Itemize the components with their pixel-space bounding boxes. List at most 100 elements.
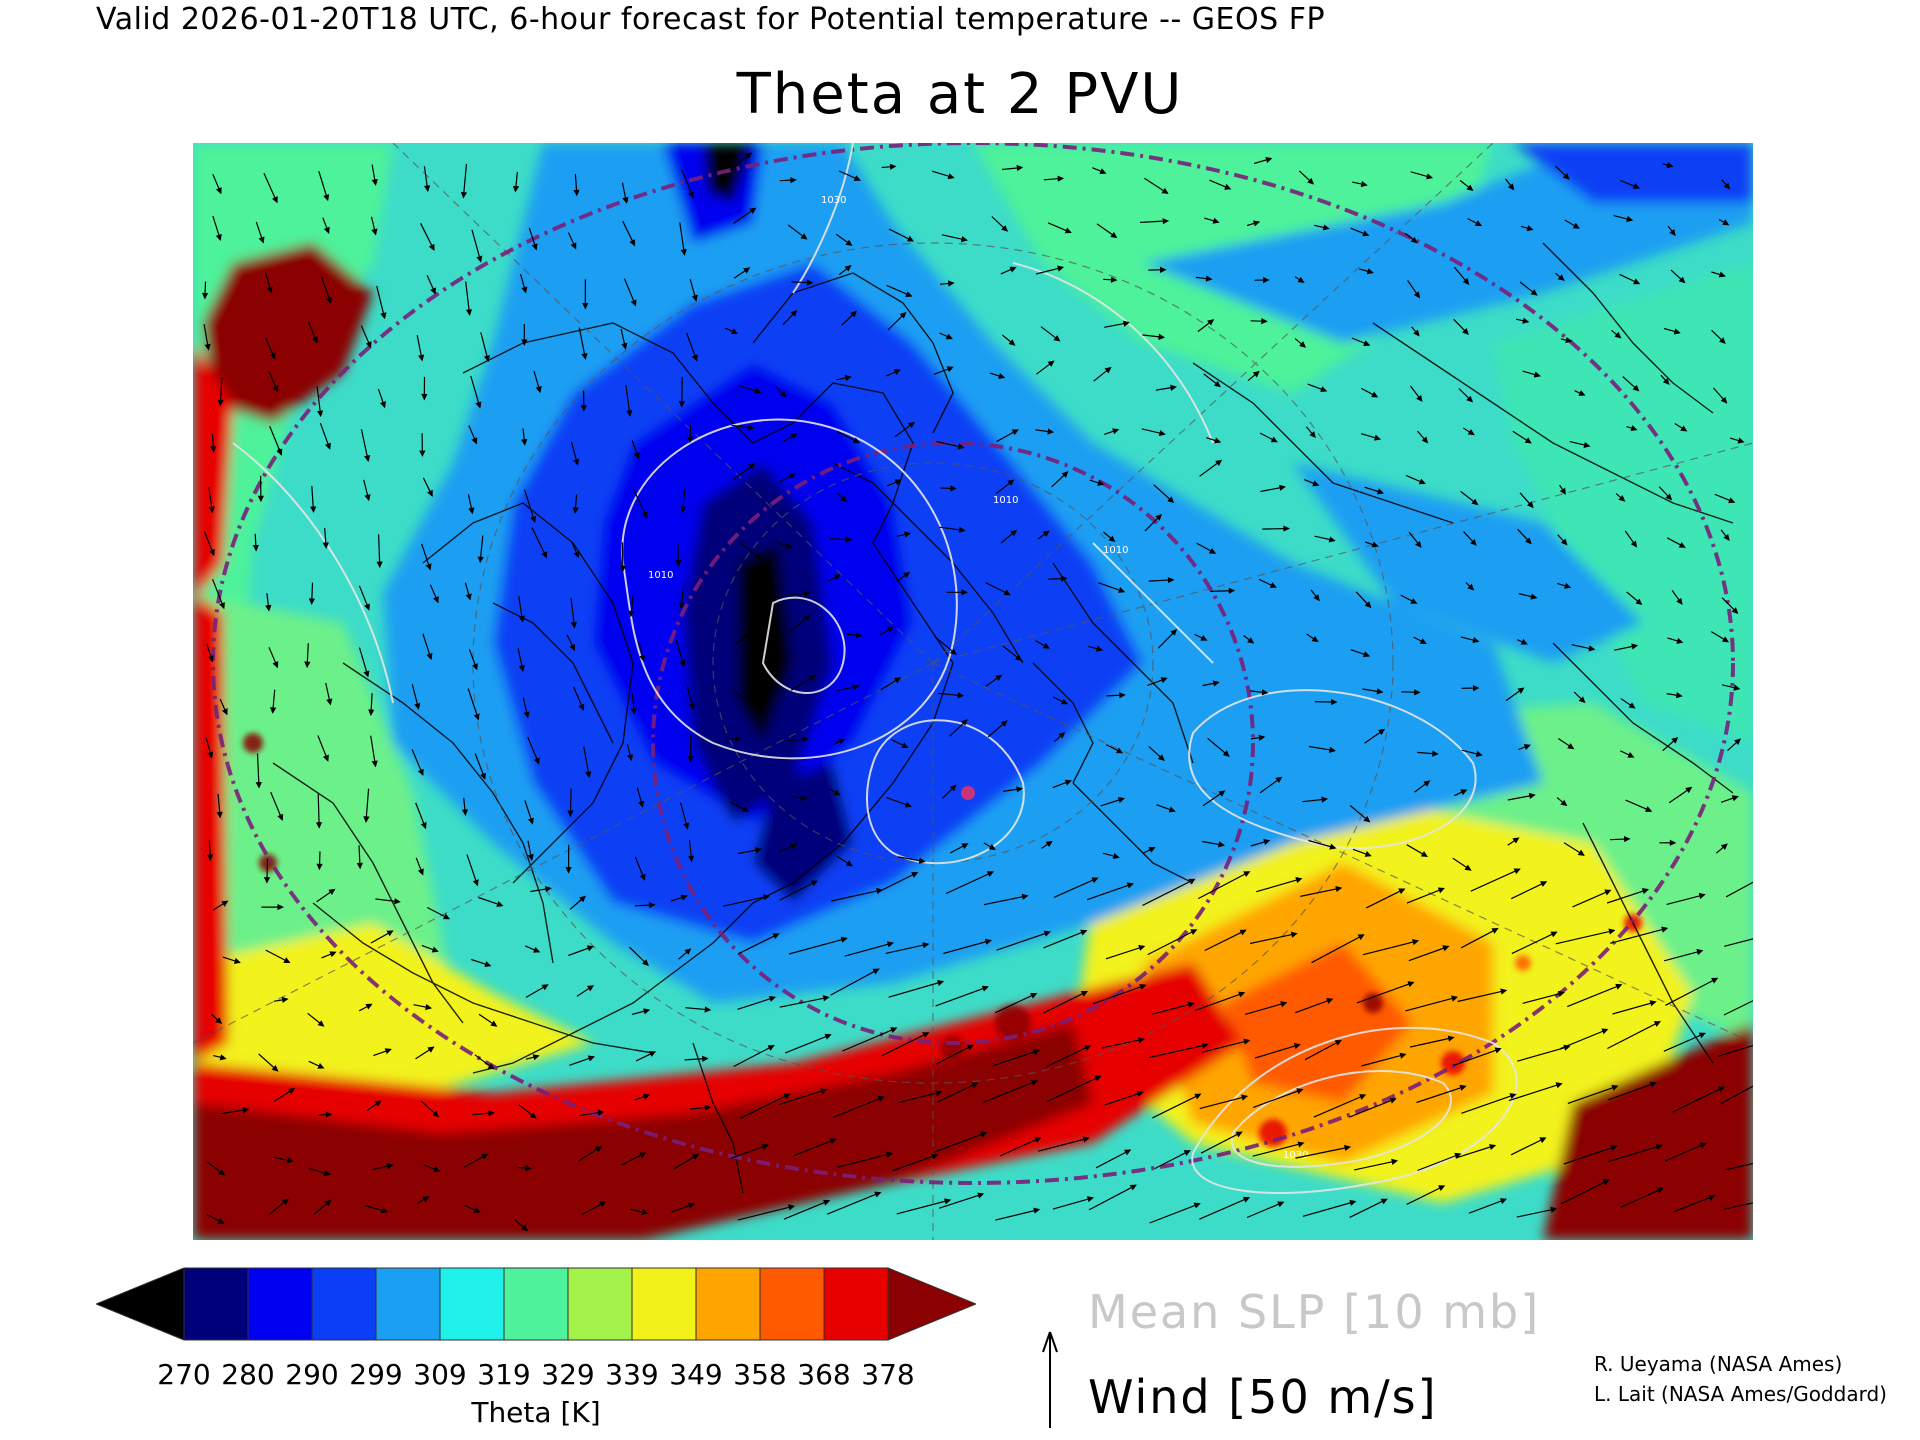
colorbar-tick-labels: 270 280 290 299 309 319 329 339 349 358 368 378 — [0, 1358, 1000, 1398]
wind-vector-head — [1415, 540, 1422, 548]
wind-vector-head — [1467, 583, 1475, 591]
wind-vector-head — [1718, 271, 1726, 278]
wind-vector-head — [1475, 750, 1483, 757]
wind-vector-head — [533, 946, 541, 953]
wind-vector-head — [1183, 1150, 1191, 1156]
wind-vector-head — [1666, 162, 1674, 169]
wind-vector — [733, 1045, 774, 1068]
wind-vector-head — [1509, 1093, 1517, 1099]
wind-vector — [1295, 998, 1333, 1014]
wind-vector-head — [1021, 893, 1029, 900]
wind-vector-head — [1057, 175, 1065, 182]
wind-vector — [1300, 887, 1342, 897]
slp-label: 1030 — [821, 195, 846, 206]
wind-vector-head — [1357, 934, 1365, 941]
wind-vector-head — [221, 708, 228, 716]
wind-vector — [1610, 927, 1668, 944]
wind-vector-head — [1524, 437, 1532, 444]
wind-vector-head — [675, 560, 682, 567]
wind-vector-head — [1329, 843, 1337, 850]
wind-vector-head — [484, 961, 492, 968]
wind-vector-head — [1082, 1136, 1090, 1143]
wind-vector-field — [201, 152, 1753, 1232]
wind-vector — [1042, 991, 1088, 1014]
wind-vector-head — [1371, 391, 1379, 398]
wind-vector-head — [1016, 786, 1023, 793]
wind-vector-head — [1588, 645, 1596, 652]
colorbar-tick-label: 319 — [477, 1358, 531, 1391]
wind-vector — [1452, 1048, 1501, 1067]
wind-vector-head — [219, 1054, 227, 1061]
wind-vector — [1555, 929, 1615, 945]
wind-vector-head — [323, 1170, 331, 1176]
wind-vector-head — [1499, 1198, 1507, 1205]
wind-vector-head — [1442, 945, 1450, 952]
wind-vector-head — [595, 1146, 603, 1153]
colorbar-tick-label: 349 — [669, 1358, 723, 1391]
wind-vector-head — [986, 871, 995, 878]
wind-vector-head — [419, 450, 426, 457]
wind-vector-head — [638, 800, 645, 808]
wind-vector-head — [326, 698, 333, 706]
wind-vector — [1252, 1088, 1303, 1108]
wind-vector-head — [386, 930, 394, 937]
wind-vector-head — [277, 903, 284, 911]
wind-vector-head — [1000, 720, 1008, 727]
wind-vector-head — [704, 1006, 712, 1013]
wind-vector-head — [731, 328, 739, 335]
wind-vector-head — [950, 485, 957, 492]
wind-vector-head — [1279, 484, 1286, 491]
wind-vector-head — [580, 405, 587, 412]
wind-vector-head — [639, 1152, 647, 1159]
wind-vector — [467, 688, 479, 720]
wind-vector-head — [1032, 1049, 1041, 1056]
wind-vector-head — [809, 675, 817, 682]
wind-vector — [983, 1080, 1038, 1103]
wind-vector-head — [790, 433, 798, 440]
wind-vector-head — [1242, 1196, 1251, 1203]
wind-vector-head — [533, 757, 540, 765]
wind-vector-head — [829, 1138, 837, 1145]
wind-vector-head — [1086, 1196, 1095, 1203]
wind-vector-head — [1649, 1000, 1657, 1007]
wind-vector — [1410, 1036, 1454, 1048]
wind-vector-head — [1116, 747, 1124, 754]
wind-vector-head — [417, 768, 424, 776]
colorbar-swatch — [439, 1267, 505, 1341]
wind-vector-head — [788, 473, 797, 480]
wind-vector — [1361, 1053, 1406, 1067]
wind-vector-head — [219, 602, 225, 610]
wind-vector-head — [1733, 684, 1741, 691]
wind-vector-head — [903, 571, 911, 579]
wind-vector-head — [1239, 929, 1247, 936]
wind-vector-head — [573, 551, 580, 559]
wind-vector-head — [1218, 841, 1226, 848]
wind-vector-head — [1655, 1143, 1663, 1150]
wind-vector-head — [1296, 1088, 1304, 1095]
wind-vector — [1152, 1002, 1194, 1015]
wind-vector — [1663, 1032, 1705, 1052]
wind-vector-head — [1162, 218, 1170, 225]
wind-vector-head — [790, 309, 798, 317]
wind-vector-head — [1112, 428, 1120, 435]
wind-vector-head — [1432, 750, 1439, 757]
wind-vector-head — [680, 506, 687, 514]
wind-vector-head — [1539, 1137, 1547, 1144]
wind-vector-head — [687, 855, 695, 863]
wind-vector-head — [1034, 1137, 1042, 1143]
wind-vector-head — [1626, 215, 1634, 222]
wind-vector — [1674, 1195, 1715, 1213]
wind-vector — [1607, 1082, 1656, 1101]
wind-vector-head — [1513, 868, 1521, 875]
wind-vector-head — [525, 1164, 533, 1172]
wind-vector-head — [423, 185, 431, 193]
wind-vector-head — [521, 286, 528, 294]
wind-vector-head — [380, 401, 386, 409]
wind-vector-head — [872, 968, 880, 975]
wind-vector-head — [324, 442, 331, 450]
wind-vector-head — [422, 1196, 430, 1203]
wind-vector-head — [743, 267, 751, 274]
wind-vector-head — [442, 913, 451, 920]
wind-vector-head — [687, 756, 694, 763]
wind-vector — [892, 1154, 938, 1172]
